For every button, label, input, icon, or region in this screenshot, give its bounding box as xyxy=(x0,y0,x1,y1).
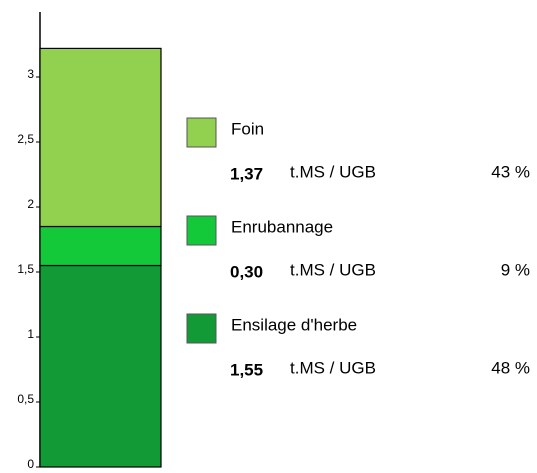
y-tick-label: 3 xyxy=(27,67,34,81)
legend-label: Foin xyxy=(231,119,264,138)
bar-segment xyxy=(39,47,162,228)
value-label: 1,37 xyxy=(230,164,263,183)
y-tick-label: 1,5 xyxy=(17,262,34,276)
unit-label: t.MS / UGB xyxy=(290,358,376,377)
bar-segment xyxy=(39,264,162,468)
value-label: 1,55 xyxy=(230,360,263,379)
percent-label: 9 % xyxy=(501,260,530,279)
legend-swatch xyxy=(186,117,217,148)
legend-label: Ensilage d'herbe xyxy=(231,315,357,334)
y-tick-label: 0 xyxy=(27,457,34,471)
legend-swatch xyxy=(186,313,217,344)
bar-segment xyxy=(39,225,162,267)
percent-label: 48 % xyxy=(491,358,530,377)
y-tick-label: 0,5 xyxy=(17,392,34,406)
y-tick-label: 1 xyxy=(27,327,34,341)
unit-label: t.MS / UGB xyxy=(290,260,376,279)
legend-label: Enrubannage xyxy=(231,217,333,236)
y-tick-label: 2,5 xyxy=(17,132,34,146)
percent-label: 43 % xyxy=(491,162,530,181)
unit-label: t.MS / UGB xyxy=(290,162,376,181)
value-label: 0,30 xyxy=(230,262,263,281)
y-tick-label: 2 xyxy=(27,197,34,211)
legend-swatch xyxy=(186,215,217,246)
